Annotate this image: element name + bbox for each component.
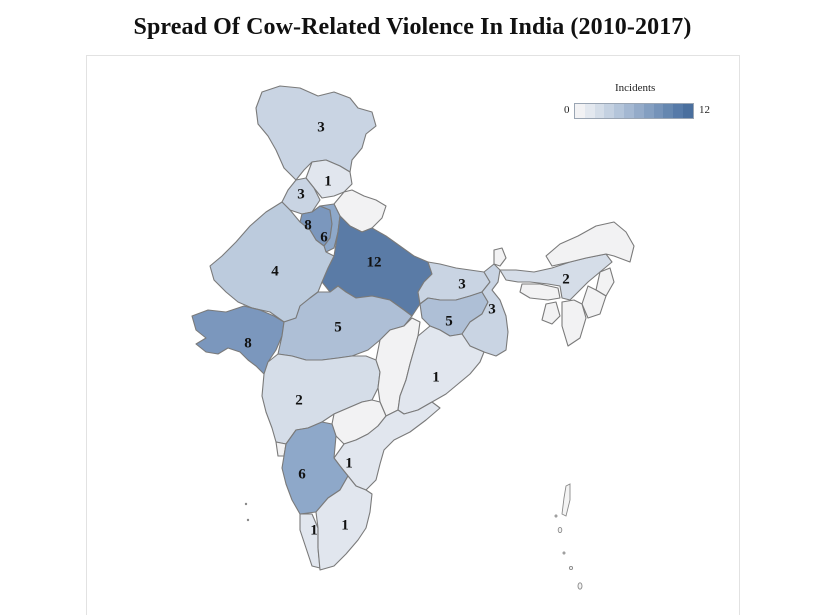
label-gujarat: 8 xyxy=(244,335,252,351)
state-west-bengal[interactable] xyxy=(461,263,509,357)
lakshadweep-island xyxy=(244,502,248,506)
state-sikkim[interactable] xyxy=(493,247,507,267)
label-maharashtra: 2 xyxy=(295,392,303,408)
state-jammu-kashmir[interactable] xyxy=(255,85,377,181)
label-delhi: 6 xyxy=(320,229,328,245)
state-arunachal-pradesh[interactable] xyxy=(545,221,635,267)
legend-max-value: 12 xyxy=(699,104,710,116)
legend-swatch xyxy=(604,104,615,118)
label-madhya-pradesh: 5 xyxy=(334,319,342,335)
label-andhra-pradesh: 1 xyxy=(345,455,353,471)
legend-swatch xyxy=(683,104,693,118)
label-punjab: 3 xyxy=(297,186,305,202)
label-uttar-pradesh: 12 xyxy=(367,254,382,270)
label-west-bengal: 3 xyxy=(488,301,496,317)
label-rajasthan: 4 xyxy=(271,263,279,279)
state-assam[interactable] xyxy=(499,253,613,301)
label-assam: 2 xyxy=(562,271,570,287)
legend-title: Incidents xyxy=(615,82,656,94)
state-meghalaya[interactable] xyxy=(519,283,561,301)
legend-min-value: 0 xyxy=(564,104,570,116)
chart-title: Spread Of Cow-Related Violence In India … xyxy=(133,14,692,40)
label-himachal-pradesh: 1 xyxy=(324,173,332,189)
lakshadweep-island xyxy=(246,518,250,522)
legend-swatch xyxy=(584,104,595,118)
state-mizoram[interactable] xyxy=(561,299,587,347)
legend-swatch xyxy=(575,104,585,118)
legend-swatch xyxy=(624,104,634,118)
label-bihar: 3 xyxy=(458,276,466,292)
legend-swatch xyxy=(643,104,654,118)
label-odisha: 1 xyxy=(432,369,440,385)
legend-color-ramp xyxy=(574,103,694,119)
legend-swatch xyxy=(614,104,625,118)
label-jharkhand: 5 xyxy=(445,313,453,329)
legend-swatch xyxy=(633,104,644,118)
label-haryana: 8 xyxy=(304,217,312,233)
label-tamil-nadu: 1 xyxy=(341,517,349,533)
state-odisha[interactable] xyxy=(397,325,485,415)
state-nagaland[interactable] xyxy=(595,267,615,297)
legend-swatch xyxy=(594,104,605,118)
legend-swatch xyxy=(653,104,664,118)
andaman-nicobar-islands[interactable] xyxy=(554,483,583,590)
legend-swatch xyxy=(673,104,684,118)
state-tripura[interactable] xyxy=(541,301,561,325)
label-kerala: 1 xyxy=(310,522,318,538)
india-map: 3 1 3 8 6 12 4 8 5 3 5 3 2 2 1 6 1 1 1 xyxy=(191,85,635,590)
map-panel xyxy=(86,55,740,615)
legend-swatch xyxy=(663,104,674,118)
color-legend: Incidents 0 12 xyxy=(560,82,720,122)
label-jammu-kashmir: 3 xyxy=(317,119,325,135)
label-karnataka: 6 xyxy=(298,466,306,482)
state-tamil-nadu[interactable] xyxy=(315,475,373,571)
